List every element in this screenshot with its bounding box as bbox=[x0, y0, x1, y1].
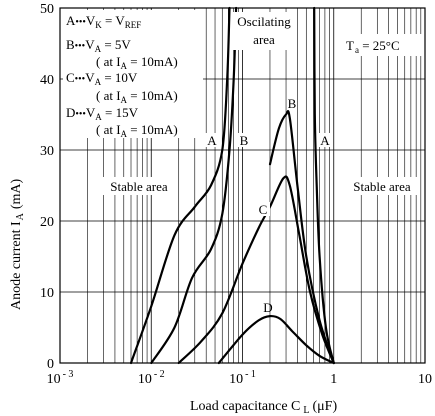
curves bbox=[129, 6, 335, 365]
curve-label-b-peak: B bbox=[288, 96, 297, 111]
legend-condition-d: ( at IA = 10mA) bbox=[96, 122, 178, 139]
curve-labels: A B A B C D bbox=[205, 96, 332, 315]
legend-entry-a: A•••VK = VREF bbox=[66, 13, 141, 30]
oscillating-label-background bbox=[232, 12, 296, 50]
x-tick-label: 10 bbox=[418, 372, 432, 387]
stable-left-background bbox=[100, 177, 178, 195]
curve-label-c: C bbox=[259, 202, 268, 217]
curve-label-a-right: A bbox=[320, 133, 330, 148]
y-axis-label: Anode current IA(mA) bbox=[9, 178, 26, 310]
curve-d bbox=[217, 314, 335, 365]
curve-label-a-left: A bbox=[207, 133, 217, 148]
y-tick-label: 30 bbox=[40, 144, 54, 159]
curve-a-left bbox=[129, 6, 231, 365]
x-tick-label: 10- 2 bbox=[138, 369, 165, 387]
y-tick-label: 0 bbox=[47, 357, 54, 372]
legend-condition-b: ( at IA = 10mA) bbox=[96, 54, 178, 71]
label-bg-c bbox=[256, 202, 270, 216]
curve-a-right bbox=[313, 6, 335, 365]
legend-background bbox=[63, 10, 203, 138]
stable-area-right-label: Stable area bbox=[353, 179, 411, 194]
x-axis-label: Load capacitance C L (μF) bbox=[190, 399, 337, 416]
temperature-label-background bbox=[340, 34, 422, 56]
legend-entry-d: D•••VA = 15V bbox=[66, 105, 139, 122]
plot-frame bbox=[59, 7, 426, 364]
label-bg-b-left bbox=[237, 133, 251, 147]
legend-entry-c: C•••VA = 10V bbox=[66, 70, 138, 87]
curve-label-b-left: B bbox=[240, 133, 249, 148]
x-tick-label: 1 bbox=[330, 372, 337, 387]
y-tick-label: 50 bbox=[40, 2, 54, 17]
x-tick-label: 10- 3 bbox=[47, 369, 74, 387]
oscillating-area-label-1: Oscilating bbox=[237, 14, 291, 29]
y-tick-label: 10 bbox=[40, 286, 54, 301]
stable-area-left-label: Stable area bbox=[110, 179, 168, 194]
y-tick-label: 40 bbox=[40, 73, 54, 88]
legend: A•••VK = VREF B•••VA = 5V ( at IA = 10mA… bbox=[63, 10, 203, 139]
x-tick-label: 10- 1 bbox=[229, 369, 256, 387]
y-tick-label: 20 bbox=[40, 215, 54, 230]
label-bg-a-right bbox=[318, 133, 332, 147]
stable-right-background bbox=[344, 177, 420, 195]
label-bg-a-left bbox=[205, 133, 219, 147]
legend-entry-b: B•••VA = 5V bbox=[66, 37, 131, 54]
legend-condition-c: ( at IA = 10mA) bbox=[96, 88, 178, 105]
temperature-label: Ta = 25°C bbox=[346, 38, 400, 55]
curve-b-right bbox=[268, 110, 335, 365]
y-tick-labels: 0 10 20 30 40 50 bbox=[40, 2, 54, 372]
x-tick-labels: 10- 3 10- 2 10- 1 1 10 bbox=[47, 369, 432, 387]
curve-b-left bbox=[150, 6, 238, 365]
oscillating-area-label-2: area bbox=[253, 32, 275, 47]
curve-label-d: D bbox=[263, 300, 272, 315]
curve-c bbox=[177, 175, 335, 365]
